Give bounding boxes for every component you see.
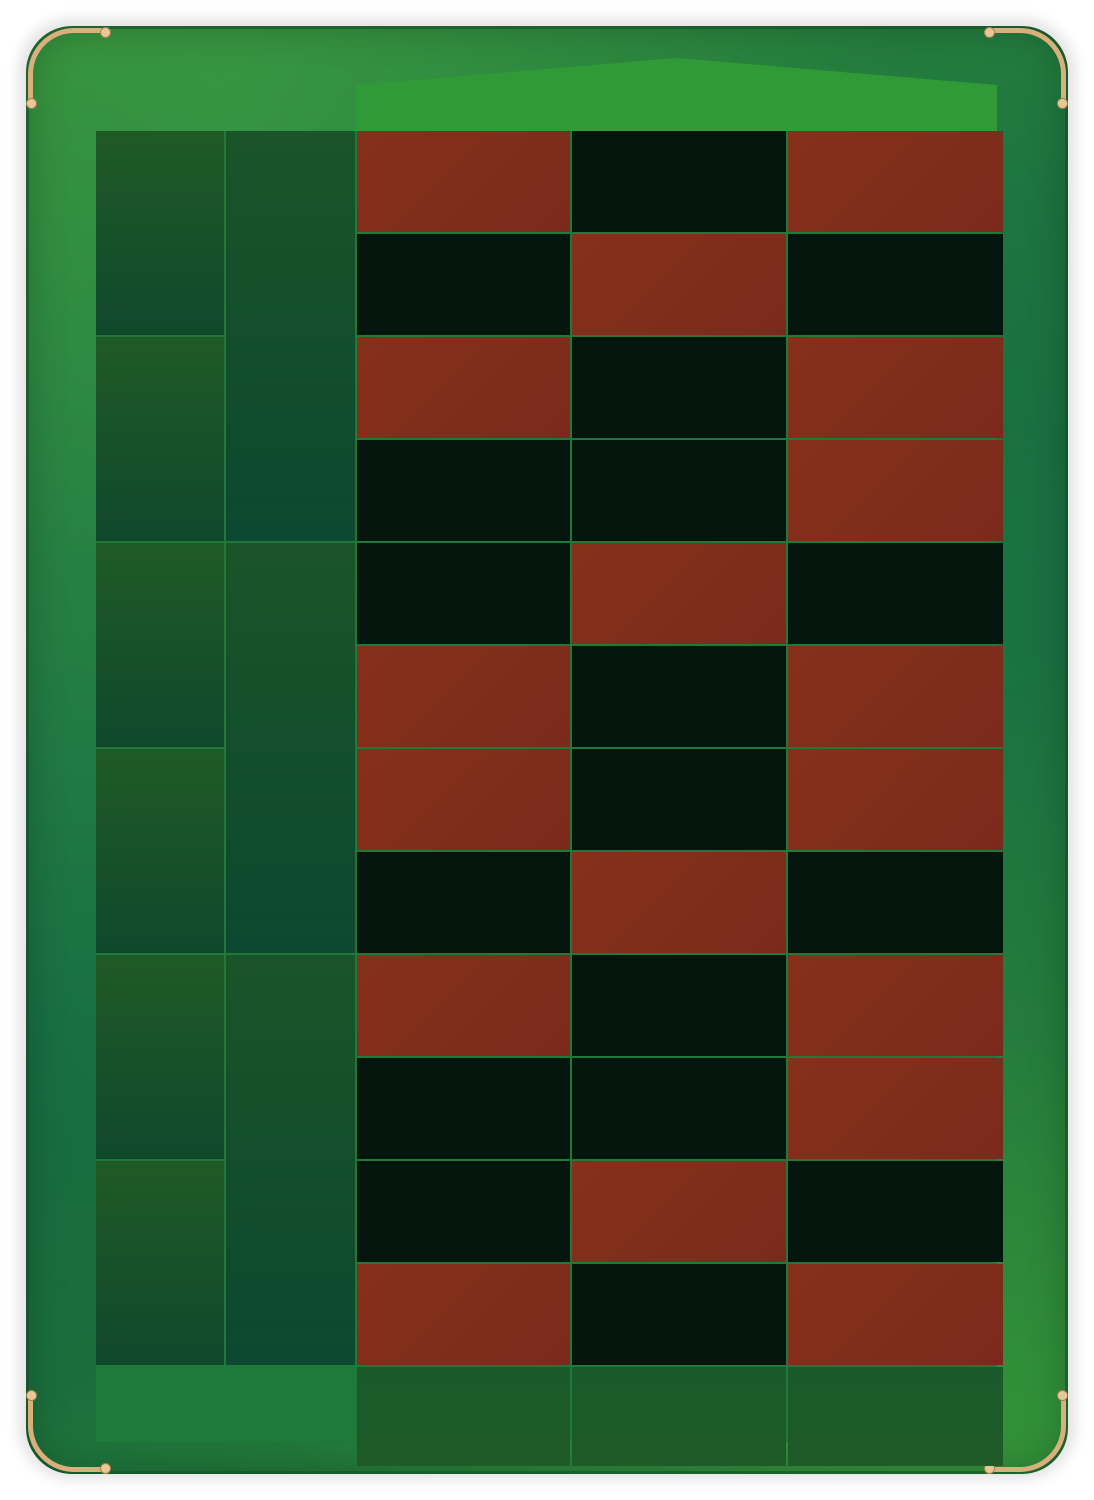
trim-stud <box>1057 1390 1068 1401</box>
number-cell-red[interactable] <box>357 749 570 850</box>
betting-board <box>96 131 1003 1466</box>
number-cell-black[interactable] <box>788 852 1003 953</box>
corner-trim-bottom-left <box>28 1398 102 1472</box>
number-cell-red[interactable] <box>788 646 1003 747</box>
outside-bet-cell[interactable] <box>96 955 224 1159</box>
number-cell-red[interactable] <box>572 852 786 953</box>
trim-stud <box>984 27 995 38</box>
number-cell-red[interactable] <box>572 1161 786 1262</box>
number-cell-red[interactable] <box>572 543 786 644</box>
number-cell-black[interactable] <box>572 131 786 232</box>
dozen-bet-cell[interactable] <box>226 955 355 1365</box>
corner-trim-bottom-right <box>992 1398 1066 1472</box>
number-cell-black[interactable] <box>572 440 786 541</box>
number-cell-red[interactable] <box>357 1264 570 1365</box>
outside-bet-cell[interactable] <box>96 1161 224 1365</box>
number-cell-black[interactable] <box>357 543 570 644</box>
number-cell-red[interactable] <box>788 749 1003 850</box>
column-bet-cell[interactable] <box>788 1367 1003 1466</box>
number-cell-red[interactable] <box>788 337 1003 438</box>
number-cell-black[interactable] <box>572 337 786 438</box>
trim-stud <box>100 27 111 38</box>
number-cell-black[interactable] <box>572 955 786 1056</box>
number-cell-black[interactable] <box>357 852 570 953</box>
corner-trim-top-right <box>992 28 1066 102</box>
number-cell-black[interactable] <box>357 1058 570 1159</box>
number-cell-black[interactable] <box>788 1161 1003 1262</box>
number-cell-red[interactable] <box>357 955 570 1056</box>
number-cell-black[interactable] <box>357 440 570 541</box>
number-cell-black[interactable] <box>788 234 1003 335</box>
table-margin <box>96 1367 355 1466</box>
trim-stud <box>100 1463 111 1474</box>
number-cell-black[interactable] <box>572 749 786 850</box>
column-bet-cell[interactable] <box>572 1367 786 1466</box>
number-cell-black[interactable] <box>788 543 1003 644</box>
outside-bet-cell[interactable] <box>96 749 224 953</box>
number-cell-red[interactable] <box>788 955 1003 1056</box>
number-cell-red[interactable] <box>357 646 570 747</box>
trim-stud <box>26 98 37 109</box>
number-cell-black[interactable] <box>572 1264 786 1365</box>
dozen-bet-cell[interactable] <box>226 543 355 953</box>
number-cell-red[interactable] <box>788 131 1003 232</box>
trim-stud <box>1057 98 1068 109</box>
outside-bet-cell[interactable] <box>96 337 224 541</box>
dozen-bet-cell[interactable] <box>226 131 355 541</box>
number-cell-red[interactable] <box>788 1264 1003 1365</box>
corner-trim-top-left <box>28 28 102 102</box>
number-cell-red[interactable] <box>788 440 1003 541</box>
number-cell-black[interactable] <box>572 646 786 747</box>
column-bet-cell[interactable] <box>357 1367 570 1466</box>
trim-stud <box>26 1390 37 1401</box>
number-cell-red[interactable] <box>357 337 570 438</box>
outside-bet-cell[interactable] <box>96 131 224 335</box>
number-cell-black[interactable] <box>357 234 570 335</box>
number-cell-red[interactable] <box>357 131 570 232</box>
number-cell-red[interactable] <box>788 1058 1003 1159</box>
number-cell-black[interactable] <box>572 1058 786 1159</box>
number-cell-black[interactable] <box>357 1161 570 1262</box>
outside-bet-cell[interactable] <box>96 543 224 747</box>
number-cell-red[interactable] <box>572 234 786 335</box>
